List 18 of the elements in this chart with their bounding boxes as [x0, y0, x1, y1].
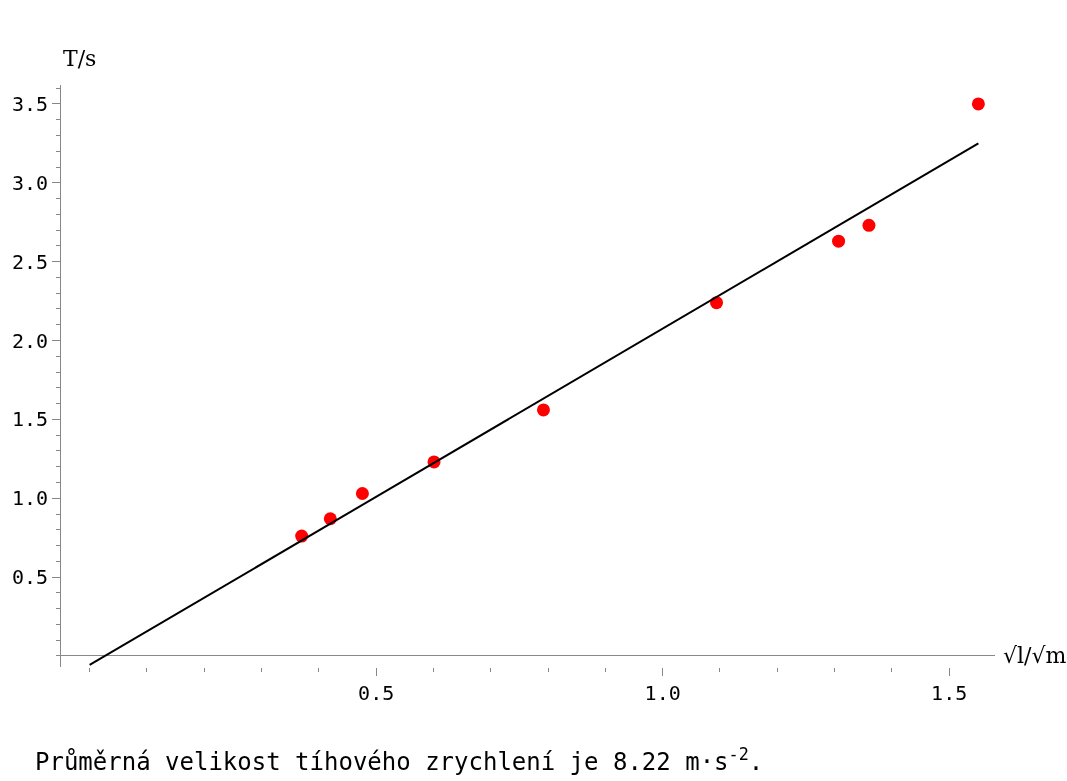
y-tick-label: 0.5: [11, 565, 48, 590]
point: [536, 403, 550, 417]
point: [971, 97, 985, 111]
y-tick-label: 2.5: [11, 249, 48, 274]
x-tick-label: 0.5: [358, 681, 395, 705]
x-axis-title: √l/√m: [1003, 643, 1067, 668]
y-tick-label: 1.5: [11, 407, 48, 432]
y-tick-label: 3.0: [11, 170, 48, 195]
y-axis-title: T/s: [63, 46, 97, 71]
text: Průměrná velikost tíhového zrychlení je 8.22 m·s$^{-2}$.: [35, 744, 764, 777]
y-tick-label: 1.0: [11, 486, 48, 511]
point: [355, 487, 369, 500]
y-tick-label: 3.5: [11, 91, 48, 116]
x-tick-label: 1.5: [931, 681, 968, 705]
y-tick-label: 2.0: [11, 328, 48, 353]
point: [862, 218, 876, 232]
x-tick-label: 1.0: [644, 681, 681, 705]
point: [832, 234, 846, 248]
